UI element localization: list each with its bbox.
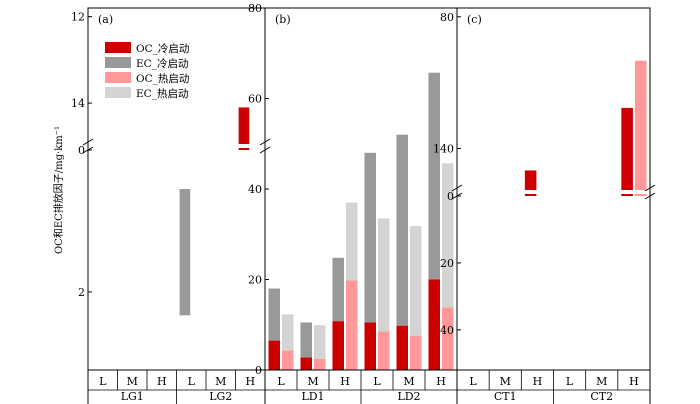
group-label: LD1: [301, 390, 324, 403]
bars: [268, 72, 454, 370]
legend-swatch-oc-hot: [105, 72, 131, 83]
bar-ct1-h-oc-cold: [524, 170, 537, 196]
bar-ld1-m-oc-hot: [314, 358, 326, 370]
group-label: CT1: [494, 390, 517, 403]
axis-break-gap: [89, 144, 264, 148]
bar-ld1-h-oc-hot: [346, 280, 358, 370]
y-tick-label: 14: [71, 97, 85, 110]
bar-ld2-h-oc-cold: [428, 279, 440, 370]
category-label: L: [469, 375, 477, 388]
bar-ld1-h-ec-hot: [346, 202, 358, 281]
bar-ld1-h-ec-cold: [332, 257, 344, 322]
y-tick-label: 0: [255, 364, 262, 377]
bar-ct2-h-oc-hot: [634, 60, 647, 197]
panel-2: (b) 0 20 40 60 80 L M H LD1 L M H LD2: [248, 2, 458, 404]
bar-ld1-l-oc-hot: [282, 350, 294, 370]
panel-3: (c) 0 20 40 80 140 L M H CT1 L M H CT2: [433, 7, 656, 404]
chart-legend: OC_冷启动 EC_冷启动 OC_热启动 EC_热启动: [105, 42, 189, 100]
group-label: CT2: [590, 390, 613, 403]
panel-frame: [456, 7, 651, 371]
bar-ld2-m-ec-cold: [396, 134, 408, 326]
category-label: H: [629, 375, 639, 388]
panel-frame: [264, 7, 458, 371]
bar-ld2-h-ec-cold: [428, 72, 440, 280]
chart-panels: (a) 0 2 12 14 L M H LG1 L M H LG2 (b) 0 20 40 60 80 L M H LD1 L…: [71, 2, 656, 404]
category-label: H: [245, 375, 255, 388]
group-label: LG1: [121, 390, 144, 403]
bars: [524, 60, 647, 197]
category-label: M: [500, 375, 511, 388]
bar-ct2-h-oc-cold: [621, 107, 633, 196]
category-label: H: [436, 375, 446, 388]
y-tick-label: 40: [248, 183, 262, 196]
group-label: LD2: [397, 390, 420, 403]
category-label: L: [188, 375, 196, 388]
bar-ld2-l-ec-cold: [364, 152, 376, 323]
category-label: H: [340, 375, 350, 388]
category-label: H: [157, 375, 167, 388]
category-label: L: [373, 375, 381, 388]
bar-ld1-l-oc-cold: [268, 340, 280, 370]
bar-ld1-m-ec-cold: [300, 322, 312, 358]
bar-ld1-l-ec-hot: [282, 314, 294, 351]
category-label: L: [566, 375, 574, 388]
category-label: M: [127, 375, 138, 388]
bar-ld2-l-oc-cold: [364, 322, 376, 370]
y-tick-label: 80: [248, 2, 262, 15]
bar-ld2-h-oc-hot: [442, 307, 454, 370]
bar-ld1-l-ec-cold: [268, 288, 280, 341]
category-label: M: [403, 375, 414, 388]
axis-break-gap: [458, 190, 649, 194]
legend-swatch-oc-cold: [105, 42, 131, 53]
y-axis-label: OC和EC排放因子/mg·km⁻¹: [52, 126, 65, 254]
y-tick-label: 60: [248, 93, 262, 106]
y-tick-label: 20: [248, 274, 262, 287]
y-tick-label: 80: [440, 11, 454, 24]
y-tick-label: 40: [440, 324, 454, 337]
y-tick-label: 0: [78, 144, 85, 157]
panel-label: (c): [467, 13, 482, 26]
bars: [179, 107, 250, 316]
bar-lg2-l-ec-cold: [179, 189, 191, 316]
bar-ld2-h-ec-hot: [442, 163, 454, 308]
bar-ld2-m-oc-hot: [410, 335, 422, 370]
legend-label: OC_热启动: [136, 72, 189, 85]
panel-label: (b): [275, 13, 291, 26]
y-tick-label: 0: [447, 190, 454, 203]
category-label: L: [277, 375, 285, 388]
legend-label: OC_冷启动: [136, 42, 189, 55]
panel-label: (a): [98, 13, 113, 26]
legend-label: EC_热启动: [136, 87, 188, 100]
bar-ld1-m-oc-cold: [300, 357, 312, 370]
legend-swatch-ec-cold: [105, 57, 131, 68]
bar-ld2-l-oc-hot: [378, 331, 390, 370]
bar-ld1-h-oc-cold: [332, 321, 344, 370]
bar-ld2-m-ec-hot: [410, 226, 422, 336]
bar-lg2-h-oc-cold: [238, 107, 250, 150]
y-tick-label: 140: [433, 142, 454, 155]
category-label: M: [215, 375, 226, 388]
category-label: L: [99, 375, 107, 388]
y-tick-label: 2: [78, 286, 85, 299]
category-label: M: [307, 375, 318, 388]
legend-label: EC_冷启动: [136, 57, 188, 70]
legend-swatch-ec-hot: [105, 87, 131, 98]
group-label: LG2: [209, 390, 232, 403]
bar-ld2-m-oc-cold: [396, 325, 408, 370]
category-label: H: [533, 375, 543, 388]
bar-ld2-l-ec-hot: [378, 218, 390, 332]
y-tick-label: 20: [440, 257, 454, 270]
y-tick-label: 12: [71, 11, 85, 24]
bar-ld1-m-ec-hot: [314, 325, 326, 359]
category-label: M: [596, 375, 607, 388]
